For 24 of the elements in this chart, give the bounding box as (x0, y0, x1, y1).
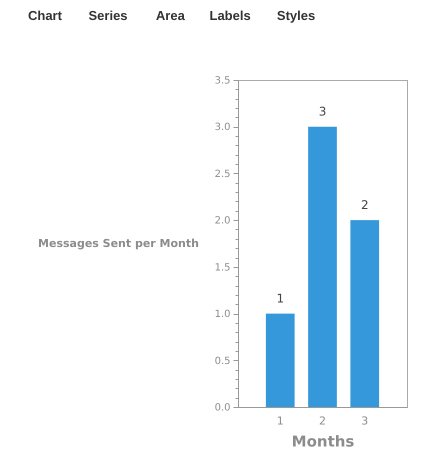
y-tick-label: 1.5 (214, 262, 230, 274)
text: Labels (210, 8, 251, 23)
data-label: 2 (360, 198, 369, 212)
text: Series (88, 8, 128, 23)
y-tick-label: 2.0 (214, 216, 230, 227)
x-tick-label: 3 (361, 414, 368, 428)
data-label: 3 (318, 104, 326, 119)
bar (350, 220, 380, 407)
y-tick-label: 2.5 (214, 168, 230, 180)
text: Chart (28, 8, 63, 23)
y-tick-label: 0.5 (214, 356, 230, 367)
x-tick-label: 1 (276, 414, 284, 428)
data-label: 1 (276, 292, 284, 306)
x-tick-label: 2 (319, 414, 326, 428)
y-tick-label: 0.0 (214, 402, 230, 414)
y-tick-label: 1.0 (214, 309, 230, 320)
y-axis-title: Messages Sent per Month (38, 237, 199, 250)
text: Area (156, 8, 186, 23)
x-axis-title: Months (292, 432, 354, 450)
text: Styles (276, 8, 316, 23)
y-tick-label: 3.0 (214, 122, 230, 134)
bar (266, 314, 295, 407)
bar (308, 126, 337, 407)
y-tick-label: 3.5 (214, 76, 230, 86)
